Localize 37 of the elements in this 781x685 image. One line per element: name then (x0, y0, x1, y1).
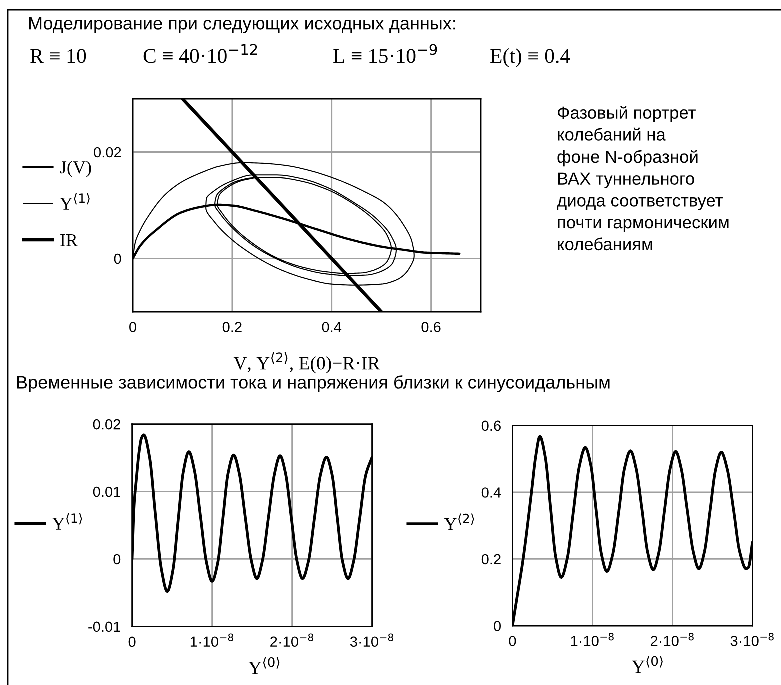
chart-title: Моделирование при следующих исходных данных: (29, 17, 456, 34)
x-tick-label: 1·10$^{−8}$ (571, 633, 614, 646)
x-tick-label: 0.4 (322, 322, 342, 332)
y-tick-label: 0.4 (482, 488, 502, 498)
y-tick-label: 0 (114, 554, 121, 565)
x-tick-label: 1·10$^{−8}$ (190, 634, 234, 648)
legend-label: IR (60, 234, 78, 246)
y-tick-label: -0.01 (88, 622, 120, 632)
y-tick-label: 0 (494, 621, 502, 632)
chart-title: Временные зависимости тока и напряжения близки к синусоидальным (17, 376, 610, 392)
text: E(t) ≡ 0.4 (490, 48, 570, 68)
x-tick-label: 0.6 (422, 322, 441, 332)
x-tick-label: 2·10$^{−8}$ (270, 634, 314, 648)
y-tick-label: 0.02 (93, 419, 120, 430)
x-tick-label: 0 (509, 636, 516, 646)
y-tick-label: 0.01 (93, 486, 120, 498)
x-tick-label: 0 (128, 636, 136, 648)
x-axis-title: Y$^{⟨0⟩}$ (248, 657, 280, 674)
text: L ≡ 15·10$^{−9}$ (334, 44, 438, 64)
y-tick-label: 0.2 (482, 554, 501, 565)
y-tick-label: 0.6 (482, 420, 501, 432)
legend-label: Y$^{⟨1⟩}$ (52, 513, 82, 530)
x-tick-label: 0.2 (222, 322, 242, 332)
text: R ≡ 10 (30, 49, 86, 64)
text: C ≡ 40·10$^{−12}$ (144, 44, 258, 64)
x-tick-label: 3·10$^{−8}$ (730, 633, 774, 646)
x-tick-label: 2·10$^{−8}$ (650, 633, 694, 646)
x-tick-label: 3·10$^{−8}$ (350, 634, 394, 648)
legend-label: Y$^{⟨2⟩}$ (444, 514, 474, 530)
legend-label: J(V) (60, 160, 92, 178)
y-tick-label: 0 (114, 254, 122, 264)
text: Фазовый портрет колебаний на фоне N-образной ВАХ туннельного диода соответствует почти гармоническим колебаниям (557, 106, 729, 251)
x-axis-title: Y$^{⟨0⟩}$ (632, 656, 663, 674)
y-tick-label: 0.02 (94, 147, 122, 158)
x-axis-title: V, Y$^{⟨2⟩}$, E(0)−R·IR (234, 352, 380, 374)
legend-label: Y$^{⟨1⟩}$ (60, 193, 90, 210)
x-tick-label: 0 (130, 322, 136, 332)
